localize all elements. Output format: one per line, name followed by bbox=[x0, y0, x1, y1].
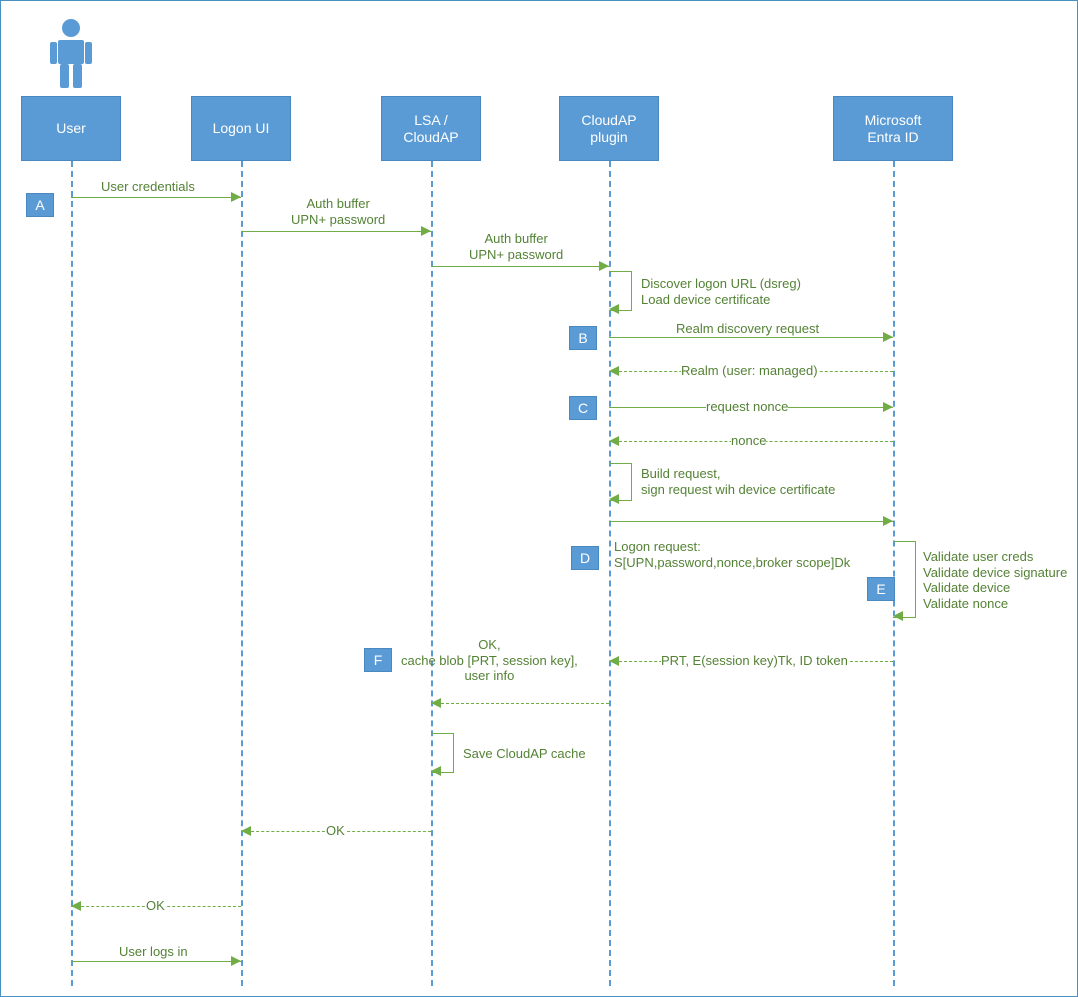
self-11 bbox=[893, 541, 916, 618]
participant-logonui: Logon UI bbox=[191, 96, 291, 161]
arrow-0 bbox=[71, 197, 241, 198]
label-15: Save CloudAP cache bbox=[463, 746, 586, 762]
lifeline-lsa bbox=[431, 161, 433, 986]
arrowhead-16 bbox=[241, 826, 251, 836]
arrow-18 bbox=[71, 961, 241, 962]
arrow-1 bbox=[241, 231, 431, 232]
label-12: PRT, E(session key)Tk, ID token bbox=[661, 653, 848, 669]
sequence-diagram: User Logon UI LSA /CloudAP CloudAPplugin Mic… bbox=[0, 0, 1078, 997]
lifeline-logonui bbox=[241, 161, 243, 986]
label-0: User credentials bbox=[101, 179, 195, 195]
actor-icon bbox=[46, 16, 96, 91]
participant-user: User bbox=[21, 96, 121, 161]
participant-lsa: LSA /CloudAP bbox=[381, 96, 481, 161]
step-D: D bbox=[571, 546, 599, 570]
step-E: E bbox=[867, 577, 895, 601]
label-18: User logs in bbox=[119, 944, 188, 960]
step-F: F bbox=[364, 648, 392, 672]
arrowhead-7 bbox=[609, 436, 619, 446]
step-B: B bbox=[569, 326, 597, 350]
arrowhead-5 bbox=[609, 366, 619, 376]
lifeline-user bbox=[71, 161, 73, 986]
arrow-2 bbox=[431, 266, 609, 267]
selfhead-11 bbox=[893, 611, 903, 621]
arrowhead-2 bbox=[599, 261, 609, 271]
selfhead-15 bbox=[431, 766, 441, 776]
label-1: Auth bufferUPN+ password bbox=[291, 196, 385, 227]
arrow-9 bbox=[609, 521, 893, 522]
label-5: Realm (user: managed) bbox=[681, 363, 818, 379]
step-C: C bbox=[569, 396, 597, 420]
arrow-13 bbox=[431, 703, 609, 704]
arrow-4 bbox=[609, 337, 893, 338]
label-17: OK bbox=[146, 898, 165, 914]
selfhead-3 bbox=[609, 304, 619, 314]
label-3: Discover logon URL (dsreg)Load device ce… bbox=[641, 276, 801, 307]
label-16: OK bbox=[326, 823, 345, 839]
arrowhead-12 bbox=[609, 656, 619, 666]
label-7: nonce bbox=[731, 433, 766, 449]
participant-plugin: CloudAPplugin bbox=[559, 96, 659, 161]
label-8: Build request,sign request wih device ce… bbox=[641, 466, 835, 497]
arrowhead-4 bbox=[883, 332, 893, 342]
arrowhead-6 bbox=[883, 402, 893, 412]
label-2: Auth bufferUPN+ password bbox=[469, 231, 563, 262]
participant-entra: MicrosoftEntra ID bbox=[833, 96, 953, 161]
label-11: Validate user credsValidate device signa… bbox=[923, 549, 1067, 611]
arrowhead-0 bbox=[231, 192, 241, 202]
arrowhead-1 bbox=[421, 226, 431, 236]
label-14: OK,cache blob [PRT, session key],user in… bbox=[401, 637, 578, 684]
arrowhead-9 bbox=[883, 516, 893, 526]
arrowhead-18 bbox=[231, 956, 241, 966]
arrowhead-17 bbox=[71, 901, 81, 911]
arrowhead-13 bbox=[431, 698, 441, 708]
label-6: request nonce bbox=[706, 399, 788, 415]
label-10: Logon request:S[UPN,password,nonce,broke… bbox=[614, 539, 850, 570]
selfhead-8 bbox=[609, 494, 619, 504]
label-4: Realm discovery request bbox=[676, 321, 819, 337]
step-A: A bbox=[26, 193, 54, 217]
